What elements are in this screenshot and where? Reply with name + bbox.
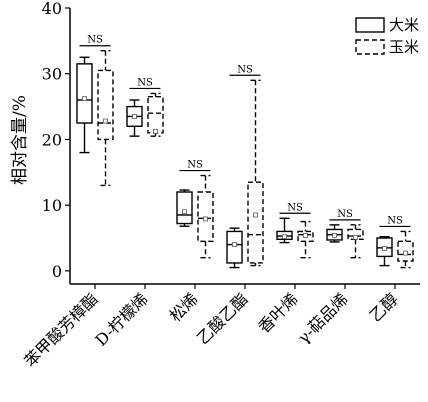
box-iqr xyxy=(97,69,114,141)
box-iqr xyxy=(76,63,93,124)
significance-label: NS xyxy=(87,35,103,46)
box-iqr xyxy=(397,240,414,262)
box-corn xyxy=(147,92,164,137)
y-tick-label: 30 xyxy=(42,65,62,84)
significance-label: NS xyxy=(387,215,403,226)
mean-marker xyxy=(203,216,208,222)
box-corn xyxy=(97,50,114,187)
y-tick-label: 10 xyxy=(42,196,62,215)
mean-marker xyxy=(153,129,158,134)
box-rice xyxy=(126,99,143,137)
mean-marker xyxy=(232,242,237,247)
significance-label: NS xyxy=(237,64,253,75)
box-rice xyxy=(76,56,93,154)
box-corn xyxy=(197,174,214,259)
x-category-label: 苯甲酸芳樟酯 xyxy=(21,289,102,370)
significance-label: NS xyxy=(287,202,303,213)
box-corn xyxy=(247,79,264,267)
x-category-label: 乙酸乙酯 xyxy=(193,289,252,348)
mean-marker xyxy=(303,232,308,238)
legend-label-rice: 大米 xyxy=(389,16,419,34)
significance-label: NS xyxy=(187,160,203,171)
y-tick-label: 20 xyxy=(42,130,62,149)
box-iqr xyxy=(297,230,314,242)
mean-marker xyxy=(282,234,287,240)
y-tick-label: 40 xyxy=(42,0,62,18)
x-category-label: 乙醇 xyxy=(366,289,402,325)
x-category-label: 香叶烯 xyxy=(254,289,301,336)
box-iqr xyxy=(247,181,264,264)
box-rice xyxy=(276,217,293,244)
box-rice xyxy=(376,235,393,267)
mean-marker xyxy=(132,114,137,119)
legend-swatch-corn xyxy=(355,39,385,55)
legend-label-corn: 玉米 xyxy=(389,38,419,56)
box-iqr xyxy=(226,230,243,264)
y-tick-label: 0 xyxy=(52,262,62,281)
mean-marker xyxy=(403,250,408,256)
box-rice xyxy=(226,227,243,269)
x-category-label: 松烯 xyxy=(166,289,202,325)
significance-label: NS xyxy=(137,77,153,88)
significance-label: NS xyxy=(337,209,353,220)
mean-marker xyxy=(253,212,258,218)
mean-marker xyxy=(332,232,337,238)
box-corn xyxy=(347,224,364,259)
mean-marker xyxy=(82,96,87,102)
mean-marker xyxy=(182,209,187,215)
x-category-label: D-柠檬烯 xyxy=(91,289,151,349)
legend-swatch-rice xyxy=(355,17,385,33)
box-iqr xyxy=(147,96,164,134)
box-iqr xyxy=(176,191,193,225)
mean-marker xyxy=(103,118,108,124)
mean-marker xyxy=(382,246,387,251)
box-corn xyxy=(397,230,414,269)
y-axis-label: 相对含量/% xyxy=(10,95,30,185)
box-rice xyxy=(176,189,193,227)
box-rice xyxy=(326,224,343,243)
box-corn xyxy=(297,220,314,259)
mean-marker xyxy=(353,234,358,240)
x-category-label: γ-萜品烯 xyxy=(294,289,352,347)
